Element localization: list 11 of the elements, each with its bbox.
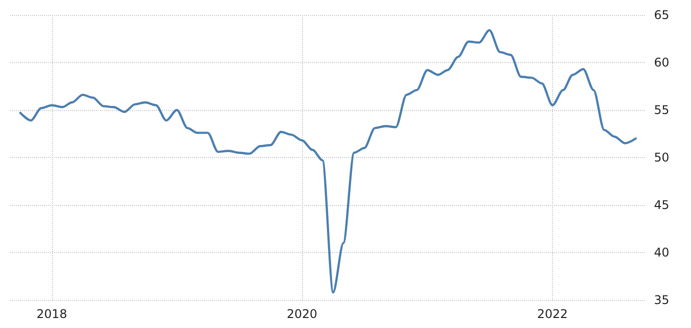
y-tick-label: 60 xyxy=(654,56,670,70)
x-tick-label: 2018 xyxy=(36,307,68,321)
line-series xyxy=(19,29,637,294)
y-tick-label: 65 xyxy=(654,8,670,22)
y-tick-label: 50 xyxy=(654,150,670,164)
x-tick-label: 2022 xyxy=(537,307,568,321)
y-tick-label: 35 xyxy=(654,293,670,307)
y-tick-label: 45 xyxy=(654,198,670,212)
y-tick-label: 55 xyxy=(654,103,670,117)
x-tick-label: 2020 xyxy=(286,307,318,321)
y-tick-label: 40 xyxy=(654,246,670,260)
